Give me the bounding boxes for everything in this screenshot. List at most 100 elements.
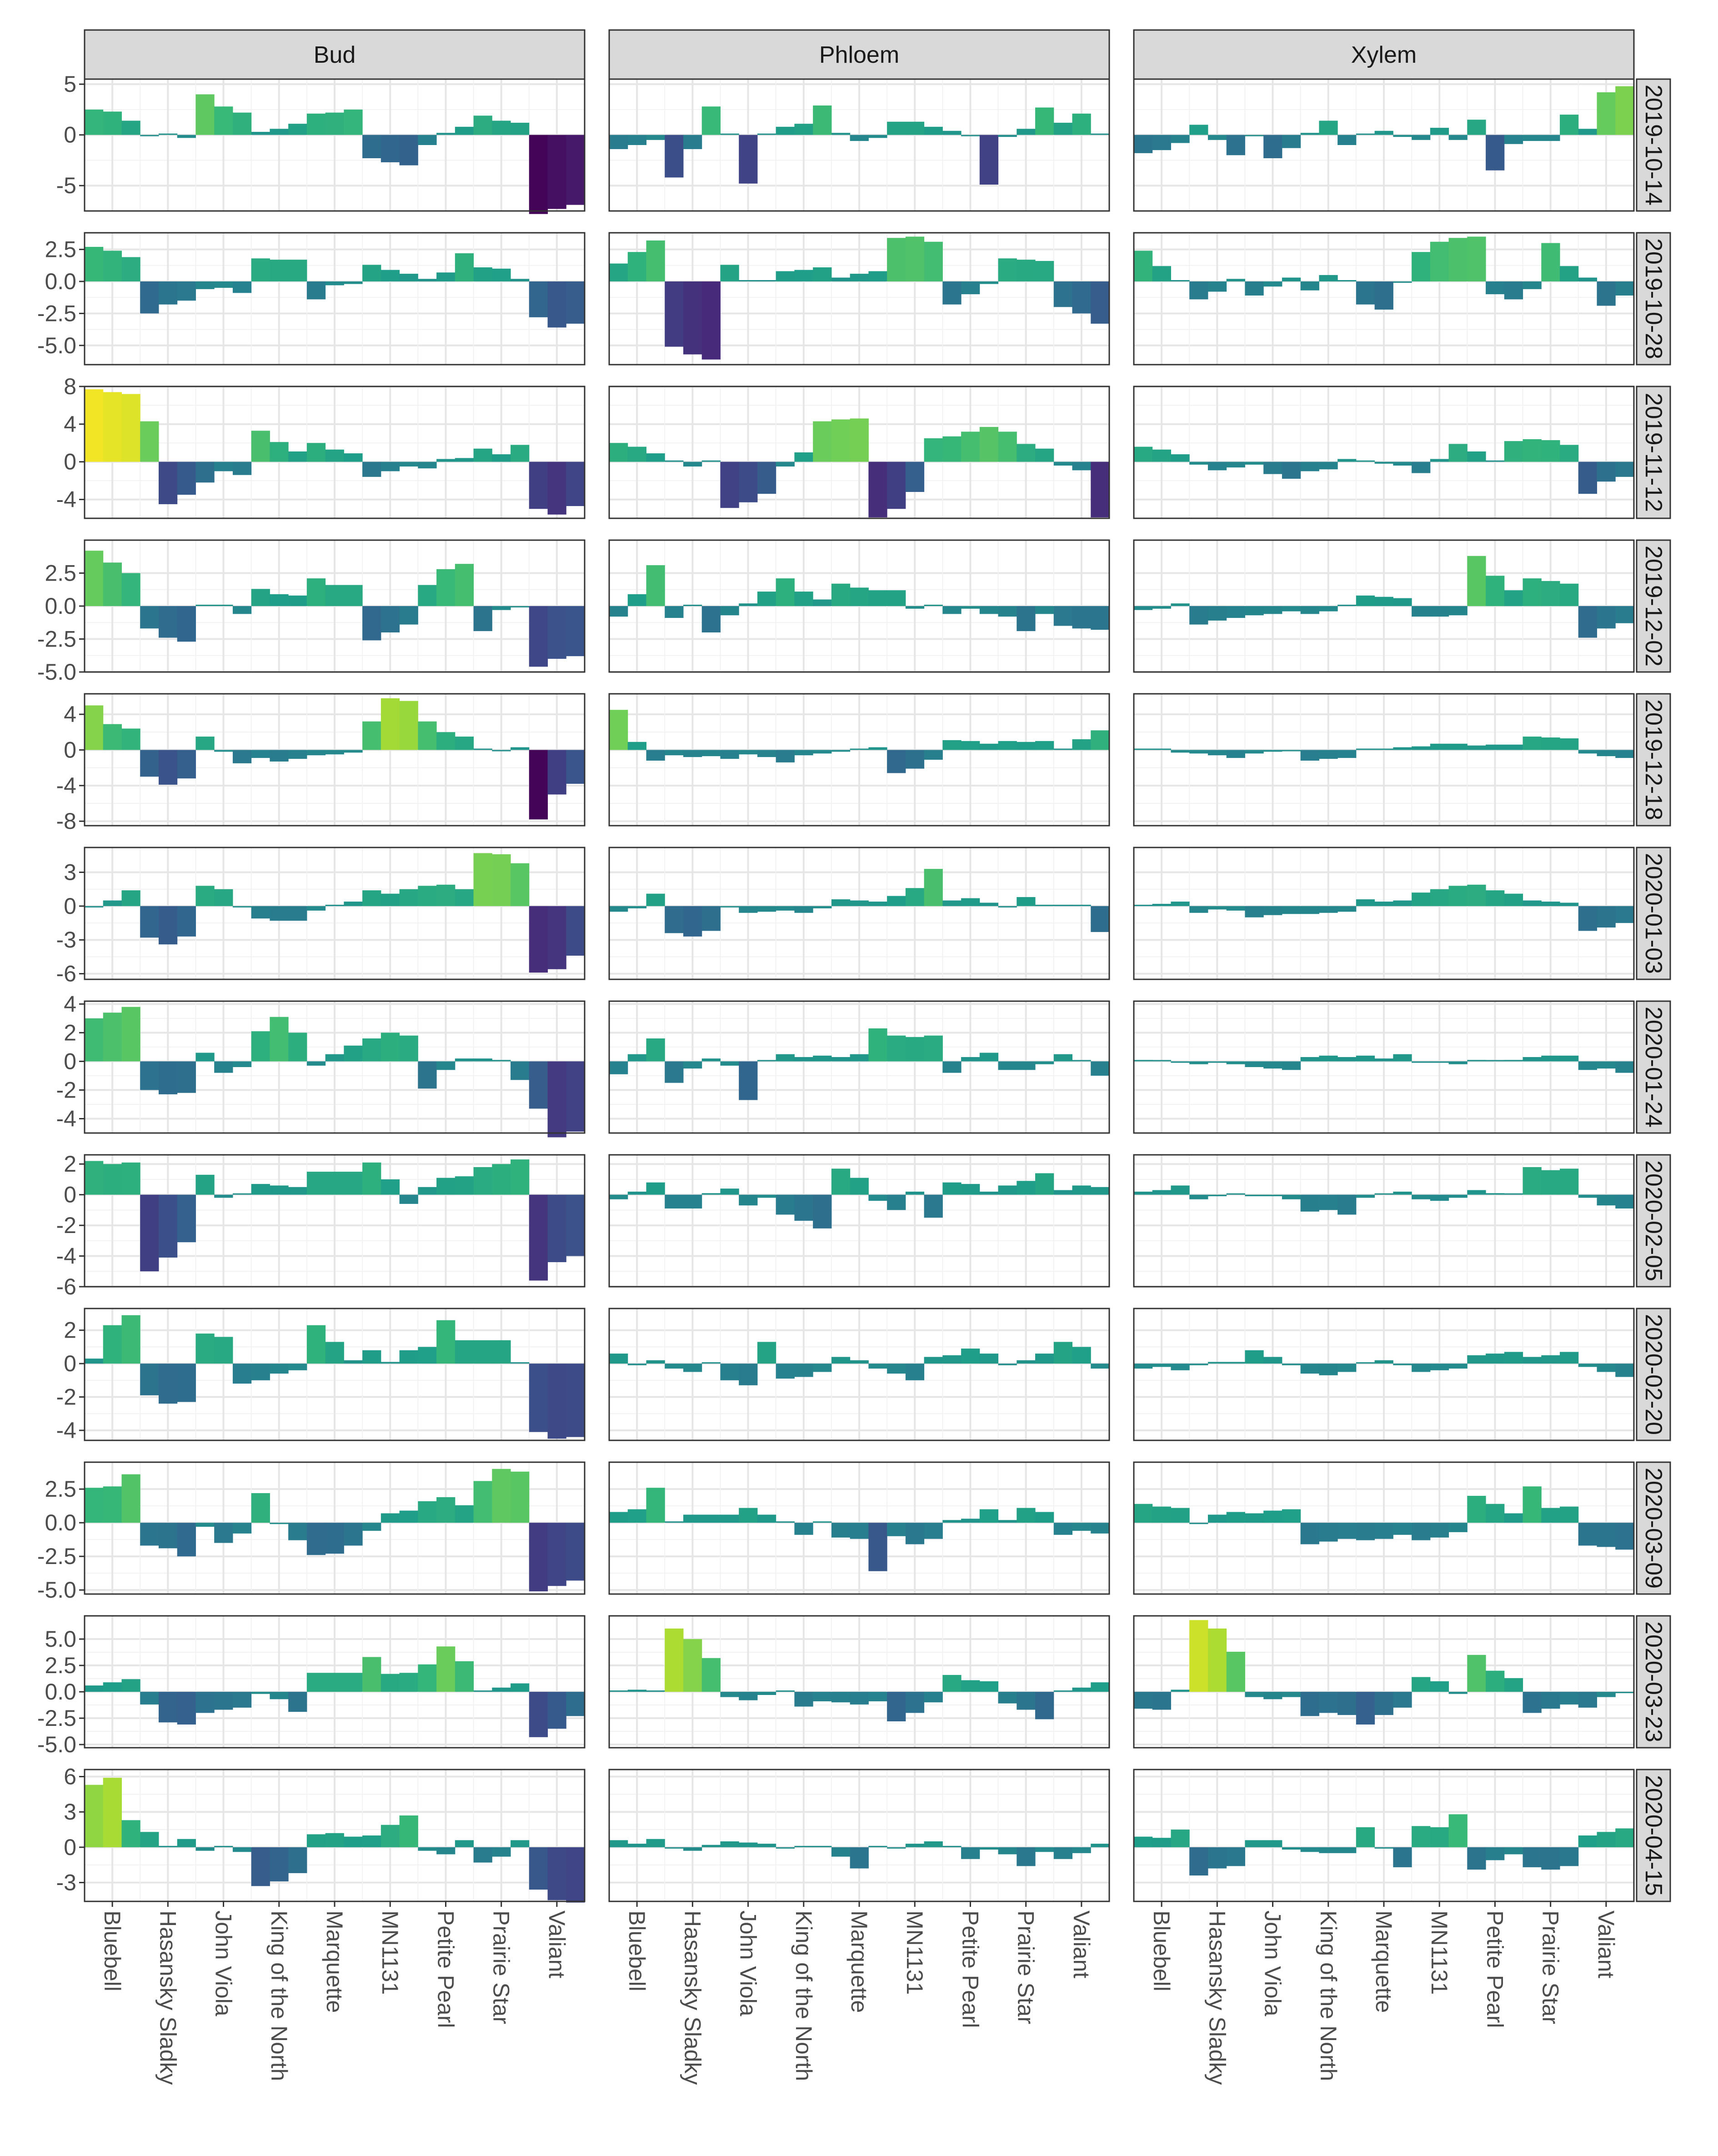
bar xyxy=(627,742,646,750)
bar xyxy=(701,1845,721,1847)
panel-frame xyxy=(84,693,586,827)
bar xyxy=(1300,1692,1319,1716)
bar xyxy=(103,1325,122,1364)
bar xyxy=(473,1847,492,1863)
bar xyxy=(214,889,233,906)
bar xyxy=(646,1839,665,1847)
bar xyxy=(665,750,684,756)
bar xyxy=(1245,1840,1264,1847)
bar xyxy=(270,1692,289,1700)
bar xyxy=(813,105,832,135)
bar xyxy=(1486,1670,1505,1692)
y-tick-label: -2 xyxy=(56,1213,76,1238)
x-tick-label: King of the North xyxy=(266,1910,292,2081)
y-tick-label: -5 xyxy=(56,173,76,198)
bar xyxy=(140,1364,159,1395)
bar xyxy=(1337,459,1357,462)
bar xyxy=(831,583,851,606)
bar xyxy=(381,461,400,471)
bar xyxy=(418,585,437,606)
bar xyxy=(1597,606,1616,629)
bar xyxy=(1504,441,1523,462)
panel xyxy=(608,1154,1110,1288)
bar xyxy=(1091,1682,1110,1692)
bar xyxy=(1412,1826,1431,1847)
bar xyxy=(214,461,233,471)
bar xyxy=(646,565,665,606)
bar xyxy=(436,1847,456,1855)
panel-frame xyxy=(608,693,1110,827)
bar xyxy=(455,1505,474,1523)
bar xyxy=(942,900,962,906)
bar xyxy=(665,1628,684,1692)
bar xyxy=(288,1033,307,1062)
strip-row-bg xyxy=(1636,386,1671,519)
bar xyxy=(566,1523,585,1581)
panel-frame xyxy=(84,847,586,980)
y-tick-label: 0 xyxy=(64,737,76,762)
bar xyxy=(924,438,943,462)
x-tick-label: Valiant xyxy=(544,1910,570,1978)
bar xyxy=(251,258,270,281)
bar xyxy=(998,258,1017,281)
bar xyxy=(85,705,104,750)
panel xyxy=(608,232,1110,366)
strip-row-bg xyxy=(1636,1000,1671,1134)
bar xyxy=(1374,901,1393,906)
bar xyxy=(1189,1364,1208,1365)
bar xyxy=(1541,1692,1560,1709)
bar xyxy=(566,1194,585,1256)
y-tick-label: -2.5 xyxy=(37,627,76,652)
bar xyxy=(998,1520,1017,1523)
bar xyxy=(1226,1847,1245,1866)
bar xyxy=(1035,1692,1054,1720)
bar xyxy=(1245,1692,1264,1697)
bar xyxy=(1035,1512,1054,1523)
bar xyxy=(961,898,980,906)
bar xyxy=(362,721,381,750)
bar xyxy=(1541,901,1560,906)
bar xyxy=(1430,1523,1449,1538)
x-tick-label: Bluebell xyxy=(100,1910,125,1991)
bar xyxy=(121,1820,140,1847)
bar xyxy=(381,1825,400,1847)
bar xyxy=(270,1185,289,1195)
bar xyxy=(794,750,813,756)
bar xyxy=(942,1845,962,1847)
bar xyxy=(158,1845,178,1847)
bar xyxy=(887,590,906,606)
bar xyxy=(1072,1347,1091,1364)
bar xyxy=(665,606,684,618)
bar xyxy=(103,1164,122,1195)
bar xyxy=(214,1194,233,1198)
y-tick-label: 4 xyxy=(64,411,76,437)
bar xyxy=(566,1061,585,1132)
bar xyxy=(1560,1168,1579,1195)
strip-row-label: 2020-02-05 xyxy=(1640,1160,1667,1281)
bar xyxy=(177,1523,196,1557)
bar xyxy=(1300,133,1319,135)
panel xyxy=(1133,1308,1635,1441)
panel xyxy=(1133,386,1635,519)
bar xyxy=(757,1342,776,1364)
bar xyxy=(436,1320,456,1364)
bar xyxy=(436,569,456,606)
bar xyxy=(1430,1061,1449,1063)
bar xyxy=(1091,461,1110,517)
bar xyxy=(195,461,215,483)
bar xyxy=(961,281,980,295)
bar xyxy=(399,701,418,750)
bar xyxy=(627,1690,646,1692)
bar xyxy=(288,1523,307,1540)
bar xyxy=(1597,1832,1616,1847)
bar xyxy=(1282,906,1301,914)
panel-frame xyxy=(1133,539,1635,673)
y-tick-label: -2 xyxy=(56,1384,76,1410)
y-tick-label: -8 xyxy=(56,808,76,834)
bar xyxy=(1207,906,1227,910)
bar xyxy=(1337,1692,1357,1715)
bar xyxy=(455,126,474,135)
bar xyxy=(720,1692,739,1697)
bar xyxy=(1017,129,1036,135)
bar xyxy=(1486,890,1505,906)
